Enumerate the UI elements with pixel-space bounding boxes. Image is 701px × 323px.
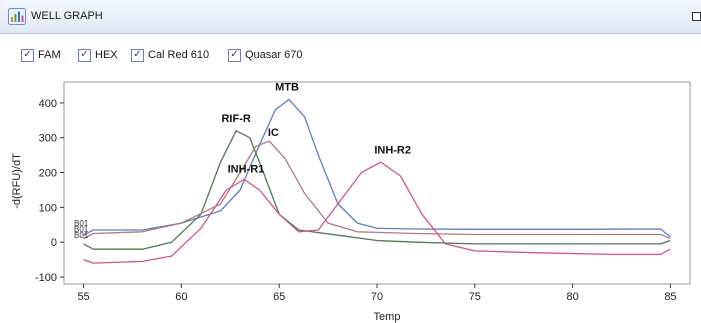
filter-quasar670-checkbox[interactable]: ✓ Quasar 670 xyxy=(228,48,302,62)
x-tick-label: 55 xyxy=(77,291,89,303)
y-tick-label: 0 xyxy=(51,237,57,249)
dye-filter-toolbar: ✓ FAM ✓ HEX ✓ Cal Red 610 ✓ Quasar 670 xyxy=(0,34,701,74)
y-tick-label: 300 xyxy=(39,133,57,145)
well-label: B01 xyxy=(74,219,89,228)
x-tick-label: 60 xyxy=(175,291,187,303)
chart-icon xyxy=(8,8,26,25)
x-tick-label: 75 xyxy=(469,291,481,303)
peak-label: IC xyxy=(268,127,279,139)
y-tick-label: -100 xyxy=(35,272,57,284)
chart-axes: 55 60 65 70 75 80 85 -100 0 100 200 300 400 xyxy=(35,81,691,303)
filter-label: Quasar 670 xyxy=(245,49,303,61)
checkmark-icon: ✓ xyxy=(228,48,241,62)
chart-annotations: MTB RIF-R IC INH-R1 INH-R2 xyxy=(221,82,411,176)
checkmark-icon: ✓ xyxy=(21,48,34,62)
x-tick-label: 80 xyxy=(567,291,579,303)
y-axis-label: -d(RFU)/dT xyxy=(11,153,23,209)
filter-label: FAM xyxy=(38,49,61,61)
well-label: B01 xyxy=(74,225,89,234)
peak-label: INH-R2 xyxy=(374,144,411,156)
filter-label: Cal Red 610 xyxy=(148,49,210,61)
x-axis-label: Temp xyxy=(374,311,401,323)
peak-label: INH-R1 xyxy=(228,164,265,176)
x-tick-label: 85 xyxy=(664,291,676,303)
filter-calred610-checkbox[interactable]: ✓ Cal Red 610 xyxy=(131,48,209,62)
y-tick-label: 200 xyxy=(39,168,57,180)
peak-label: RIF-R xyxy=(221,113,250,125)
checkmark-icon: ✓ xyxy=(131,48,144,62)
window-title: WELL GRAPH xyxy=(31,10,103,22)
well-label: B01 xyxy=(74,231,89,240)
filter-fam-checkbox[interactable]: ✓ FAM xyxy=(21,48,61,62)
plot-area xyxy=(63,81,691,285)
filter-label: HEX xyxy=(95,49,118,61)
series-line-1 xyxy=(83,130,671,250)
series-line-3 xyxy=(83,161,671,264)
y-tick-label: 100 xyxy=(39,202,57,214)
x-tick-label: 65 xyxy=(273,291,285,303)
x-tick-label: 70 xyxy=(371,291,383,303)
window-titlebar: WELL GRAPH xyxy=(0,0,701,34)
filter-hex-checkbox[interactable]: ✓ HEX xyxy=(78,48,118,62)
checkmark-icon: ✓ xyxy=(78,48,91,62)
peak-label: MTB xyxy=(275,82,299,94)
series-line-2 xyxy=(83,140,671,240)
y-tick-label: 400 xyxy=(39,98,57,110)
